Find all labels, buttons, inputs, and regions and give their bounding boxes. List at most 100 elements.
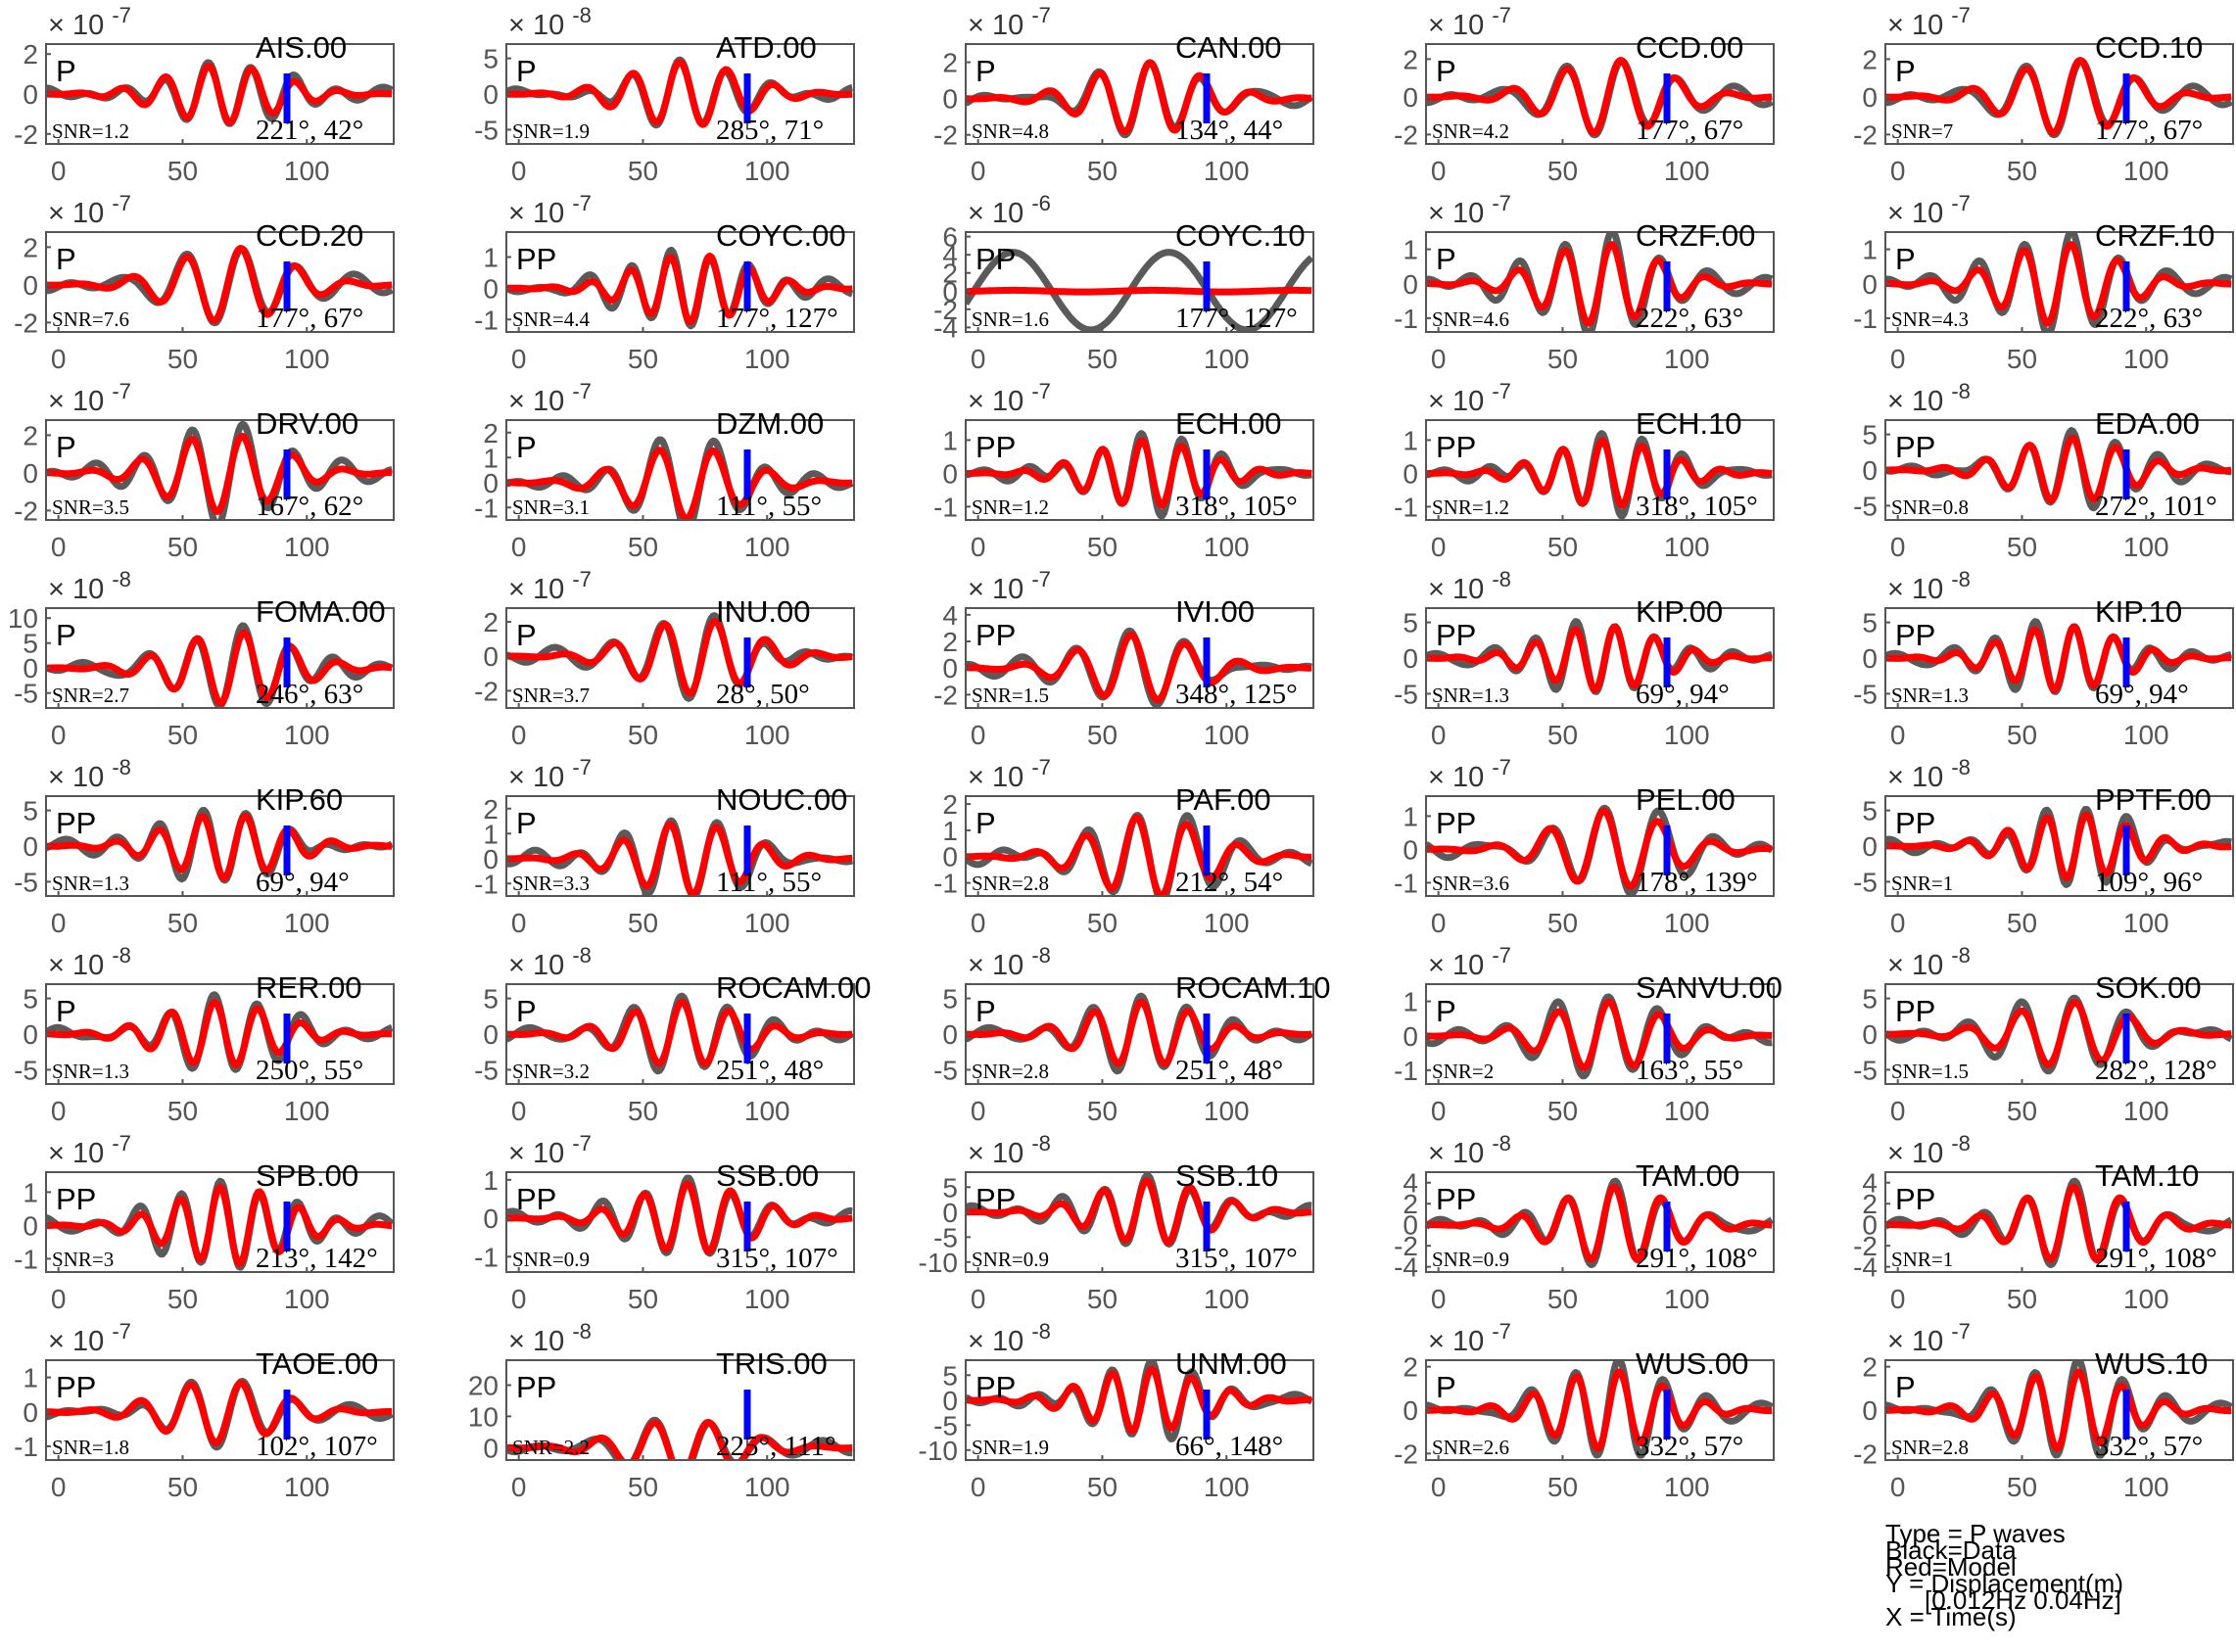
x-tick-label: 50 [1547,1096,1578,1126]
axes-box [965,1171,1314,1273]
exponent-label: × 10 -7 [1428,3,1511,41]
azimuth-label: 69°, 94° [256,867,350,898]
azimuth-label: 178°, 139° [1636,867,1758,898]
snr-label: SNR=3.2 [512,1060,590,1083]
x-tick-label: 0 [511,1472,527,1502]
y-tick-label: 1 [483,443,499,473]
exponent-label: × 10 -7 [1887,191,1971,229]
model-trace [1885,811,2233,881]
phase-label: P [56,430,76,464]
panel-inu-00: 0 50 100 2 0 -2 × 10 -7 P INU.00 SNR=3.7 28°, 50° [474,567,855,750]
y-tick-label: 0 [23,79,38,110]
x-tick-label: 0 [1890,344,1906,374]
azimuth-label: 163°, 55° [1636,1055,1743,1086]
y-tick-label: 0 [23,1210,38,1241]
x-tick-label: 100 [1664,1096,1710,1126]
y-tick-label: 0 [483,641,499,672]
phase-label: P [1436,994,1456,1028]
snr-label: SNR=1.3 [52,872,129,895]
axes-box [965,419,1314,521]
x-tick-label: 50 [1087,532,1118,562]
exponent-label: × 10 -7 [48,3,131,41]
snr-label: SNR=1.8 [52,1436,129,1459]
exponent-label: × 10 -7 [508,567,592,605]
model-trace [1426,57,1774,136]
snr-label: SNR=1.6 [972,307,1049,331]
x-tick-label: 50 [167,1096,198,1126]
y-tick-label: 0 [1862,831,1878,862]
snr-label: SNR=2 [1432,1060,1494,1083]
phase-label: PP [1895,806,1935,840]
snr-label: SNR=1.3 [1432,684,1509,707]
x-tick-label: 50 [628,720,658,750]
snr-label: SNR=2.8 [1891,1436,1969,1459]
model-trace [966,59,1313,135]
panel-ccd-20: 0 50 100 2 0 -2 × 10 -7 P CCD.20 SNR=7.6 177°, 67° [14,191,395,374]
x-tick-label: 100 [1664,156,1710,186]
x-tick-label: 50 [167,344,198,374]
y-tick-label: 4 [942,600,958,631]
x-tick-label: 100 [284,908,330,938]
exponent-label: × 10 -8 [968,943,1051,981]
snr-label: SNR=2.8 [972,872,1049,895]
x-tick-label: 0 [1890,908,1906,938]
snr-label: SNR=2.2 [512,1436,590,1459]
exponent-label: × 10 -8 [48,943,131,981]
snr-label: SNR=2.8 [972,1060,1049,1083]
azimuth-label: 332°, 57° [1636,1431,1743,1462]
y-tick-label: 1 [483,1165,499,1196]
phase-label: P [56,994,76,1028]
exponent-label: × 10 -7 [508,191,592,229]
phase-label: P [1895,1370,1916,1404]
axes-box [45,607,395,709]
y-tick-label: 1 [1403,801,1418,831]
y-tick-label: 5 [1862,608,1878,638]
phase-label: P [975,994,996,1028]
azimuth-label: 250°, 55° [256,1055,363,1086]
snr-label: SNR=1.9 [512,119,590,143]
model-trace [506,1418,854,1460]
panel-ccd-10: 0 50 100 2 0 -2 × 10 -7 P CCD.10 SNR=7 177°, 67° [1853,3,2234,186]
azimuth-label: 251°, 48° [716,1055,824,1086]
snr-label: SNR=2.6 [1432,1436,1509,1459]
model-trace [46,813,394,882]
station-label: RER.00 [256,970,362,1005]
y-tick-label: 1 [942,425,958,455]
exponent-label: × 10 -7 [968,379,1051,417]
y-tick-label: -2 [1394,1439,1418,1469]
legend-line-model: Red=Model [1885,1552,2017,1581]
model-trace [1885,1183,2233,1263]
phase-label: PP [516,242,556,276]
x-tick-label: 0 [511,908,527,938]
phase-label: PP [516,1370,556,1404]
x-tick-label: 50 [1547,532,1578,562]
phase-label: P [1895,242,1916,276]
station-label: CRZF.10 [2095,218,2214,253]
y-tick-label: -5 [474,115,499,145]
snr-label: SNR=1.5 [972,684,1049,707]
snr-label: SNR=2.7 [52,684,129,707]
exponent-label: × 10 -7 [508,379,592,417]
snr-label: SNR=1.3 [52,1060,129,1083]
y-tick-label: -4 [1394,1252,1418,1283]
y-tick-label: -2 [14,496,38,526]
y-tick-label: 2 [1403,44,1418,74]
legend-line-data: Black=Data [1885,1535,2017,1565]
y-tick-label: -1 [1394,492,1418,522]
model-trace [506,618,854,697]
azimuth-label: 222°, 63° [2095,303,2203,334]
model-trace [46,63,394,126]
x-tick-label: 50 [167,1284,198,1314]
model-trace [966,1177,1313,1246]
y-tick-label: 6 [942,222,958,253]
y-tick-label: 1 [483,819,499,849]
x-tick-label: 100 [744,1472,790,1502]
y-tick-label: 1 [23,1363,38,1393]
x-tick-label: 50 [1087,344,1118,374]
station-label: KIP.10 [2095,594,2182,629]
